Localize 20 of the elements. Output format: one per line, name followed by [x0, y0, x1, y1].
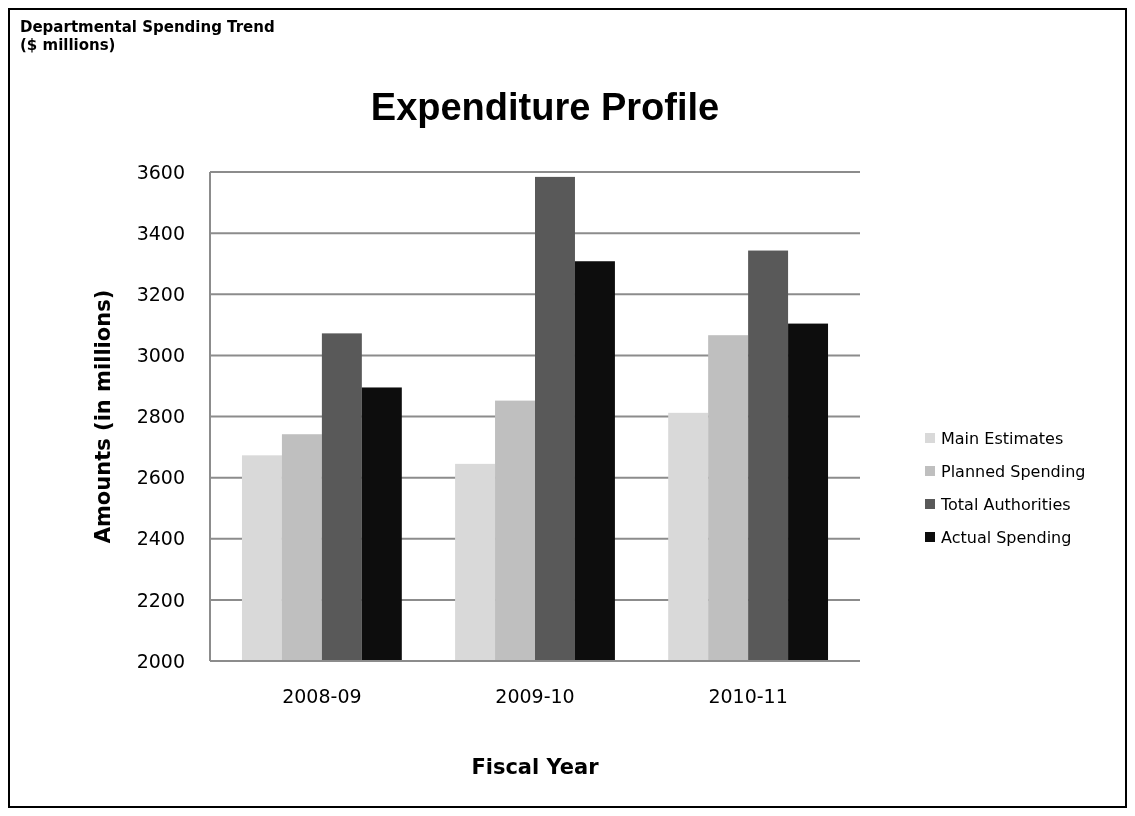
y-tick-label: 2400 [136, 527, 185, 550]
y-tick-label: 3000 [136, 344, 185, 367]
x-tick-label: 2008-09 [282, 685, 362, 707]
y-tick-label: 2600 [136, 466, 185, 489]
y-tick-label: 3400 [136, 221, 185, 244]
chart-subtitle: Expenditure Profile [370, 86, 720, 128]
y-tick-label: 2800 [136, 405, 185, 428]
chart-title: Departmental Spending Trend ($ millions) [20, 18, 275, 54]
legend-label: Total Authorities [940, 494, 1071, 514]
legend-label: Actual Spending [941, 527, 1072, 547]
y-tick-label: 3200 [136, 282, 185, 305]
x-tick-label: 2010-11 [708, 685, 788, 707]
x-axis-title: Fiscal Year [471, 755, 600, 779]
y-axis-title: Amounts (in millions) [91, 289, 115, 544]
y-tick-label: 2200 [136, 588, 185, 611]
legend-label: Planned Spending [941, 461, 1086, 481]
x-tick-label: 2009-10 [495, 685, 575, 707]
y-tick-label: 2000 [136, 649, 185, 672]
legend-label: Main Estimates [941, 428, 1064, 448]
y-tick-label: 3600 [136, 160, 185, 183]
